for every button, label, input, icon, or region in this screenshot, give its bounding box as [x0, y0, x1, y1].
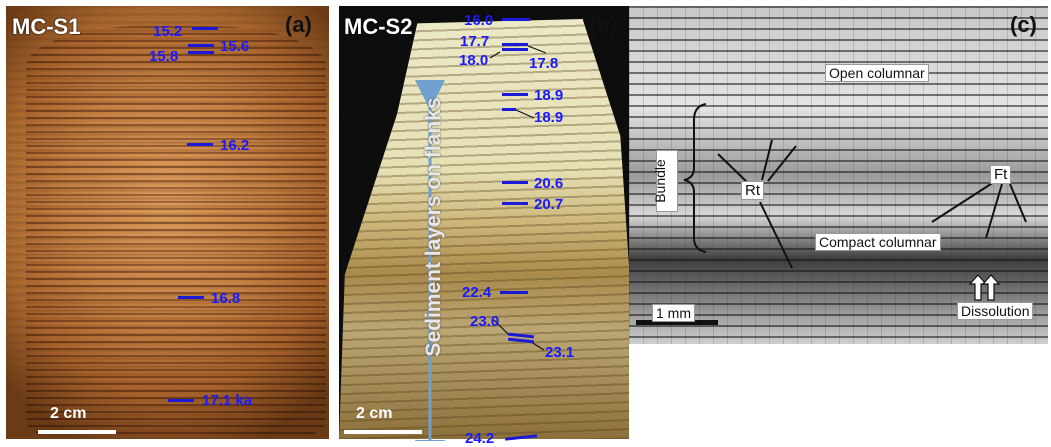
rt-arrow: [767, 145, 797, 182]
age-label: 15.6: [220, 38, 250, 55]
leader-line: [489, 51, 501, 59]
sample-label-mc-s2: MC-S2: [344, 14, 413, 39]
age-label: 18.9: [534, 109, 564, 126]
ft-arrow: [985, 183, 1003, 239]
scale-bar-b: [344, 430, 422, 434]
age-label: 16.2: [220, 137, 250, 154]
leader-line: [515, 109, 535, 119]
age-tick: [502, 93, 528, 96]
panel-b-photo: [339, 6, 629, 439]
panel-letter-c: (c): [1010, 12, 1037, 37]
leader-line: [527, 45, 547, 54]
age-label: 16.0: [464, 12, 494, 29]
age-tick: [502, 48, 528, 51]
age-tick: [502, 181, 528, 184]
age-label: 23.1: [545, 344, 575, 361]
age-tick: [502, 18, 530, 21]
scale-label-a: 2 cm: [50, 405, 87, 422]
age-tick: [188, 51, 214, 54]
age-label: 18.0: [459, 52, 489, 69]
age-tick: [178, 296, 204, 299]
panel-letter-a: (a): [285, 12, 312, 37]
dissolution-arrow: [968, 274, 988, 301]
age-label: 20.6: [534, 175, 564, 192]
rt-label: Rt: [741, 181, 764, 200]
age-label: 18.9: [534, 87, 564, 104]
bundle-label: Bundle: [652, 150, 678, 212]
age-tick: [187, 143, 213, 146]
age-tick: [502, 202, 528, 205]
age-label: 17.1 ka: [202, 392, 253, 409]
age-label: 15.2: [153, 23, 183, 40]
dissolution-arrow: [981, 274, 1001, 301]
dissolution-label: Dissolution: [957, 302, 1034, 320]
panel-letter-b: (b): [589, 12, 618, 37]
stalagmite-mc-s1: [26, 26, 326, 436]
compact-columnar-label: Compact columnar: [815, 233, 941, 251]
age-label: 15.8: [149, 48, 179, 65]
rt-arrow: [717, 153, 749, 184]
scale-bar-c: [636, 320, 718, 325]
age-label: 20.7: [534, 196, 564, 213]
age-label: 23.0: [470, 313, 500, 330]
rt-arrow: [759, 201, 793, 269]
bundle-bracket: [683, 103, 707, 253]
age-tick: [502, 43, 528, 46]
scale-bar-a: [38, 430, 116, 434]
age-tick: [188, 44, 214, 47]
age-label: 17.7: [460, 33, 490, 50]
age-tick: [192, 27, 218, 30]
ft-arrow: [1009, 183, 1027, 223]
scale-label-b: 2 cm: [356, 405, 393, 422]
age-label: 17.8: [529, 55, 559, 72]
scale-label-c: 1 mm: [652, 304, 695, 322]
age-label: 16.8: [211, 290, 241, 307]
age-tick: [502, 108, 516, 111]
leader-line: [493, 319, 509, 335]
ft-label: Ft: [990, 165, 1012, 184]
panel-a-photo: [6, 6, 329, 439]
age-tick: [168, 399, 194, 402]
age-tick: [500, 291, 528, 294]
open-columnar-label: Open columnar: [825, 64, 929, 82]
rt-arrow: [761, 139, 773, 181]
sample-label-mc-s1: MC-S1: [12, 14, 81, 39]
ft-arrow: [931, 181, 995, 223]
age-label: 22.4: [462, 284, 492, 301]
